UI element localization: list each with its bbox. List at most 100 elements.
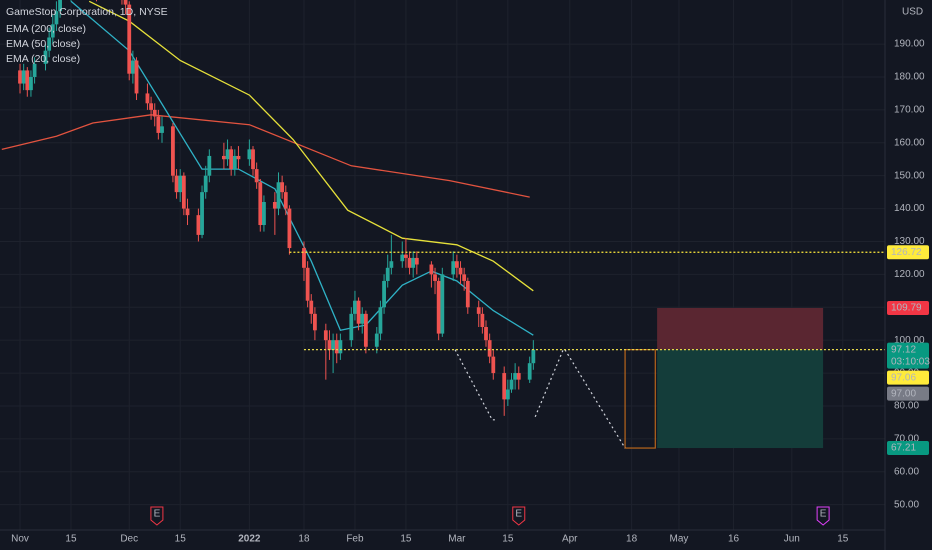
x-tick-label: Feb (346, 534, 364, 545)
candle-body (58, 0, 62, 12)
candle-body (247, 149, 252, 160)
candle-body (313, 313, 317, 331)
candle-body (262, 201, 266, 226)
candle-body (374, 333, 379, 347)
y-tick-label: 180.00 (894, 72, 925, 83)
candle-body (258, 182, 263, 226)
candle-body (491, 356, 496, 374)
legend-entry: EMA (50, close) (6, 38, 80, 50)
candle-body (127, 4, 132, 74)
y-tick-label: 150.00 (894, 170, 925, 181)
candle-body (276, 182, 281, 209)
candle-body (32, 63, 37, 77)
candle-body (229, 149, 234, 170)
y-tick-label: 130.00 (894, 236, 925, 247)
candle-body (225, 149, 230, 160)
y-tick-label: 60.00 (894, 466, 919, 477)
candle-body (502, 373, 507, 400)
candle-body (480, 313, 485, 328)
candle-body (149, 103, 153, 110)
candle-body (50, 24, 55, 38)
candle-body (378, 307, 383, 334)
event-label: E (154, 509, 161, 520)
ema-line (1, 114, 530, 198)
countdown: 03:10:03 (891, 356, 930, 367)
candle-body (476, 307, 481, 314)
candle-body (429, 264, 434, 275)
event-marker (816, 506, 830, 526)
event-label: E (515, 509, 522, 520)
candle-body (171, 126, 175, 176)
candle-body (18, 70, 22, 84)
candle-body (353, 300, 357, 314)
x-tick-label: Mar (448, 534, 466, 545)
event-marker (150, 506, 164, 526)
candle-body (356, 300, 361, 324)
price-label: 97.06 (891, 372, 916, 383)
candle-body (436, 280, 441, 334)
candle-body (527, 363, 532, 380)
candle-body (465, 280, 470, 308)
x-tick-label: 18 (626, 534, 638, 545)
y-tick-label: 160.00 (894, 137, 925, 148)
target-zone (657, 349, 824, 449)
candle-body (272, 201, 277, 209)
candle-body (185, 208, 190, 216)
price-label-bg (887, 342, 929, 369)
x-tick-label: Dec (120, 534, 138, 545)
ema-line (70, 0, 534, 336)
y-tick-label: 190.00 (894, 39, 925, 50)
candle-body (160, 126, 164, 133)
candle-body (400, 254, 405, 262)
candle-body (302, 248, 306, 268)
x-tick-label: 18 (298, 534, 310, 545)
candle-body (221, 155, 226, 160)
event-label: E (820, 509, 827, 520)
candle-body (411, 257, 416, 268)
currency: USD (902, 7, 923, 18)
candle-body (349, 313, 354, 341)
candle-body (458, 267, 463, 275)
price-label-bg (887, 370, 929, 385)
y-tick-label: 170.00 (894, 105, 925, 116)
x-tick-label: May (669, 534, 688, 545)
candle-body (382, 280, 386, 308)
y-tick-label: 100.00 (894, 335, 925, 346)
candle-body (145, 93, 150, 104)
x-tick-label: 15 (837, 534, 849, 545)
candle-body (505, 389, 510, 400)
event-marker (512, 506, 526, 526)
candle-body (385, 267, 390, 281)
candle-body (309, 300, 314, 314)
y-tick-label: 70.00 (894, 434, 919, 445)
ema-line (88, 0, 534, 292)
x-tick-label: Jun (784, 534, 800, 545)
price-label-bg (887, 386, 929, 401)
candle-body (305, 267, 310, 301)
candle-body (196, 215, 201, 235)
candle-body (254, 169, 259, 183)
candle-body (516, 373, 521, 380)
candle-body (123, 0, 128, 5)
candle-body (484, 327, 488, 341)
candle-body (47, 37, 52, 51)
candle-body (451, 261, 456, 275)
candle-body (181, 175, 186, 209)
price-label: 126.72 (891, 247, 922, 258)
candle-body (200, 192, 204, 235)
x-tick-label: Nov (11, 534, 29, 545)
candle-body (203, 175, 208, 193)
candle-body (21, 70, 26, 84)
candle-body (174, 175, 179, 193)
projection-path (454, 349, 626, 449)
candle-body (134, 60, 139, 94)
candle-body (25, 70, 30, 91)
x-tick-label: 2022 (238, 534, 261, 545)
candle-body (509, 379, 514, 390)
candle-body (360, 313, 365, 324)
y-tick-label: 50.00 (894, 499, 919, 510)
candle-body (287, 208, 292, 249)
price-label-bg (887, 300, 929, 315)
candle-body (462, 274, 467, 281)
candle-body (232, 155, 237, 170)
